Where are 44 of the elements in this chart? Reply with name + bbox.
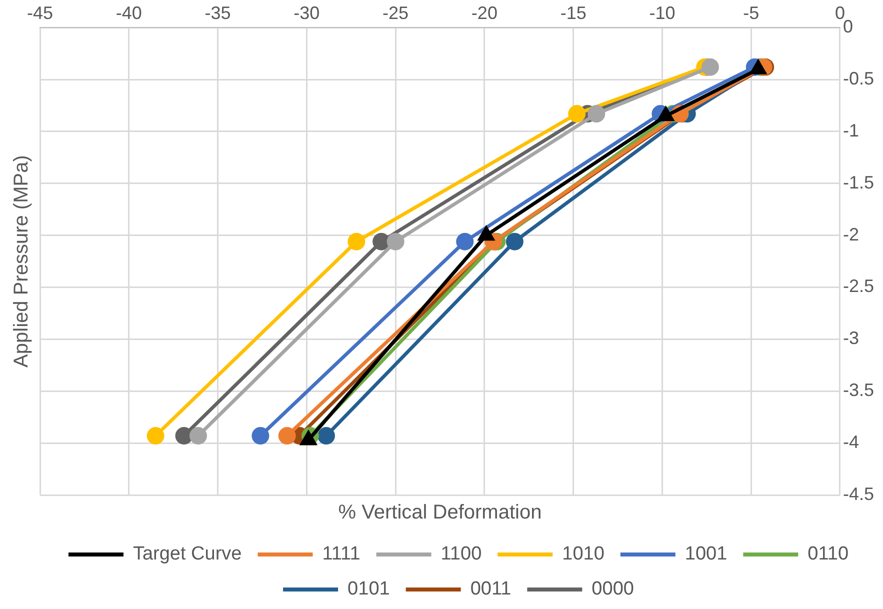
x-tick-label: -45 [26, 2, 54, 23]
point [348, 232, 366, 250]
x-tick-label: -5 [743, 2, 760, 23]
point [506, 232, 524, 250]
legend-label: 0000 [592, 578, 634, 600]
x-tick-label: -25 [382, 2, 409, 23]
point [386, 232, 404, 250]
legend-label: 1111 [322, 544, 360, 565]
y-tick-label: -1.5 [842, 172, 874, 192]
y-tick-label: -4.5 [842, 484, 874, 504]
point [372, 232, 390, 250]
point [588, 105, 606, 123]
legend-label: 1100 [440, 544, 482, 565]
point [456, 232, 474, 250]
point [568, 105, 586, 123]
legend-label: 0101 [348, 578, 390, 600]
y-tick-label: -2 [842, 224, 859, 244]
x-tick-label: -15 [560, 2, 586, 23]
x-tick-label: -20 [471, 2, 498, 23]
y-tick-label: -2.5 [842, 276, 874, 296]
y-tick-label: 0 [842, 16, 853, 37]
legend-label: 0011 [470, 578, 512, 600]
x-axis-title: % Vertical Deformation [338, 502, 542, 524]
y-tick-label: -4 [842, 432, 859, 452]
y-tick-label: -3 [842, 328, 859, 348]
x-tick-label: -10 [649, 2, 676, 23]
point [701, 58, 719, 76]
legend-label: 1001 [684, 544, 728, 565]
y-tick-label: -1 [842, 120, 859, 140]
x-tick-label: -35 [204, 2, 231, 23]
point [146, 427, 164, 445]
point [252, 427, 270, 445]
legend-label: 0110 [808, 544, 849, 565]
point [189, 427, 207, 445]
point [175, 427, 193, 445]
y-tick-label: -3.5 [842, 380, 874, 400]
x-tick-label: -30 [294, 2, 320, 23]
x-tick-label: -40 [116, 2, 142, 23]
y-tick-label: -0.5 [842, 68, 874, 88]
point [317, 427, 335, 445]
y-axis-title: Applied Pressure (MPa) [10, 155, 33, 368]
legend-label: 1010 [562, 544, 604, 565]
point [278, 427, 296, 445]
legend-label: Target Curve [132, 544, 242, 565]
